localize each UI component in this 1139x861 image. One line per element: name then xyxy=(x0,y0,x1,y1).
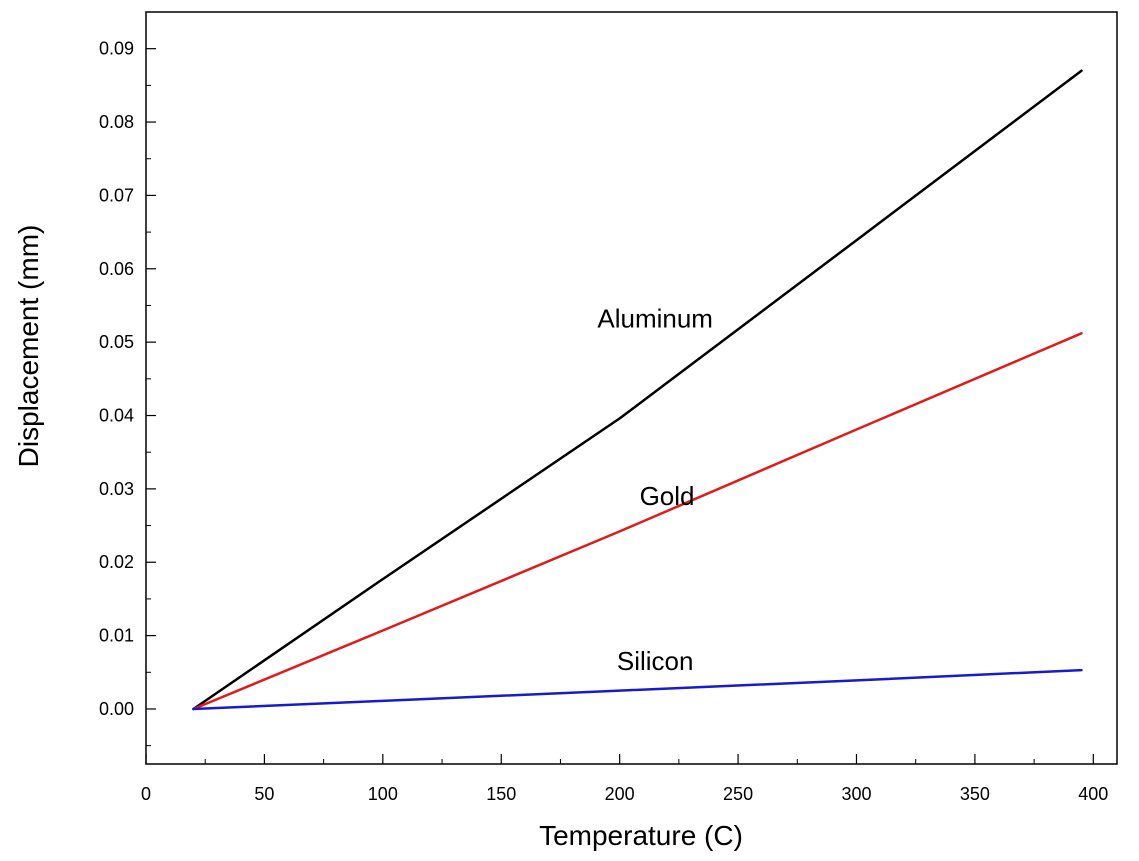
series-line-silicon xyxy=(192,668,1083,711)
y-tick-label: 0.08 xyxy=(99,112,134,132)
x-tick-label: 300 xyxy=(841,784,871,804)
plot-frame xyxy=(145,11,1118,765)
x-axis-title: Temperature (C) xyxy=(539,820,743,851)
y-tick-label: 0.02 xyxy=(99,552,134,572)
series-labels: Aluminum Gold Silicon xyxy=(597,303,713,676)
x-tick-label: 100 xyxy=(368,784,398,804)
y-tick-label: 0.06 xyxy=(99,259,134,279)
y-tick-label: 0.01 xyxy=(99,626,134,646)
x-tick-label: 350 xyxy=(960,784,990,804)
y-axis-ticks: 0.00 0.01 0.02 0.03 0.04 0.05 0.06 0.07 0.08 0.09 xyxy=(99,11,156,747)
y-tick-label: 0.04 xyxy=(99,406,134,426)
x-tick-label: 150 xyxy=(486,784,516,804)
x-tick-label: 250 xyxy=(723,784,753,804)
series-label-aluminum: Aluminum xyxy=(597,303,713,333)
y-tick-label: 0.09 xyxy=(99,39,134,59)
x-axis-ticks: 0 50 100 150 200 250 300 350 400 xyxy=(141,754,1108,804)
series-lines xyxy=(192,69,1083,711)
x-tick-label: 400 xyxy=(1078,784,1108,804)
series-line-aluminum xyxy=(192,69,1083,711)
series-label-silicon: Silicon xyxy=(617,646,694,676)
y-tick-label: 0.03 xyxy=(99,479,134,499)
x-tick-label: 200 xyxy=(605,784,635,804)
y-axis-title: Displacement (mm) xyxy=(13,225,44,468)
x-tick-label: 50 xyxy=(254,784,274,804)
series-line-gold xyxy=(192,332,1083,711)
y-tick-label: 0.00 xyxy=(99,699,134,719)
y-tick-label: 0.05 xyxy=(99,332,134,352)
y-tick-label: 0.07 xyxy=(99,185,134,205)
x-tick-label: 0 xyxy=(141,784,151,804)
series-label-gold: Gold xyxy=(640,481,695,511)
